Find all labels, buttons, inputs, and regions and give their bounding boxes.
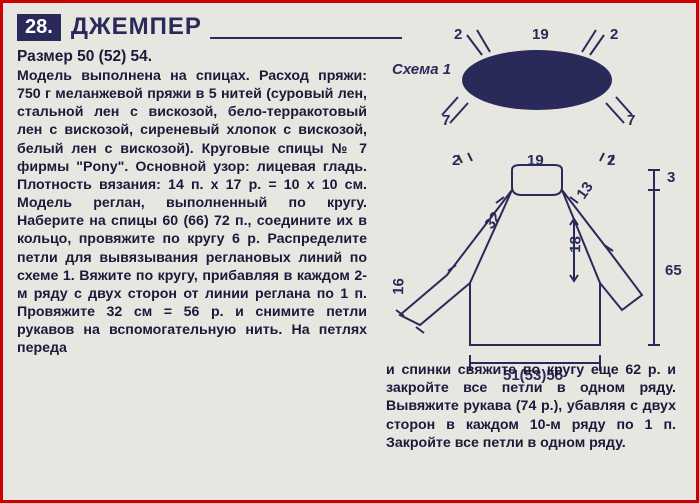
svg-text:13: 13 bbox=[573, 179, 596, 202]
instructions-column: Размер 50 (52) 54. Модель выполнена на с… bbox=[17, 47, 367, 358]
schema1-diagram: 2 2 19 7 7 bbox=[382, 15, 682, 145]
svg-text:7: 7 bbox=[627, 112, 635, 129]
svg-text:7: 7 bbox=[442, 112, 450, 129]
sizes-line: Размер 50 (52) 54. bbox=[17, 47, 367, 67]
svg-text:19: 19 bbox=[532, 26, 549, 43]
svg-text:65: 65 bbox=[665, 262, 682, 279]
svg-text:19: 19 bbox=[527, 152, 544, 169]
svg-text:18: 18 bbox=[567, 236, 585, 253]
pattern-title: ДЖЕМПЕР bbox=[71, 13, 202, 41]
svg-text:2: 2 bbox=[610, 26, 618, 43]
svg-text:16: 16 bbox=[390, 278, 408, 295]
sweater-diagram: 2 19 2 3 65 13 32 18 16 51(53)55 bbox=[382, 145, 682, 385]
header-rule bbox=[210, 37, 402, 39]
body-text: Модель выполнена на спицах. Расход пряжи… bbox=[17, 67, 367, 358]
svg-text:3: 3 bbox=[667, 169, 675, 186]
svg-text:2: 2 bbox=[607, 152, 615, 169]
diagram-column: Схема 1 2 2 19 7 7 bbox=[382, 15, 682, 385]
schema-label: Схема 1 bbox=[392, 61, 451, 78]
svg-text:2: 2 bbox=[454, 26, 462, 43]
pattern-number-badge: 28. bbox=[17, 14, 61, 41]
svg-text:2: 2 bbox=[452, 152, 460, 169]
continuation-text: и спинки свяжите по кругу еще 62 р. и за… bbox=[386, 361, 676, 452]
